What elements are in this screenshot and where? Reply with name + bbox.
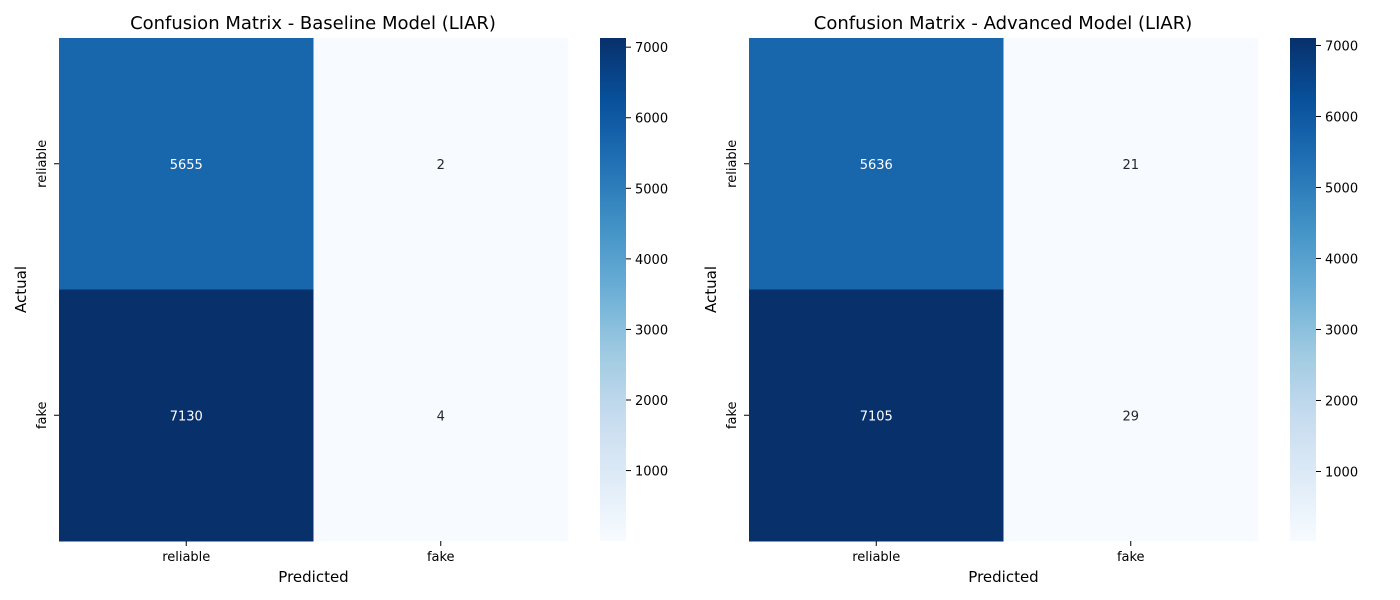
panel2-x-axis-label: Predicted [968,568,1038,586]
panel2-cell-fake-reliable [749,289,1004,542]
panel2-y-tick-label-reliable: reliable [725,140,740,188]
panel2-cell-fake-fake [1003,289,1259,542]
panel2-cell-reliable-reliable [749,38,1004,290]
panel1-y-tick-label-reliable: reliable [35,140,50,188]
panel2-cell-label-fake-reliable: 7105 [860,409,893,424]
panel1-colorbar-tick-label-6000: 6000 [635,112,668,127]
panel2-colorbar-tick-label-2000: 2000 [1325,394,1358,409]
panel1-title: Confusion Matrix - Baseline Model (LIAR) [130,13,496,34]
panel1-y-tick-label-fake: fake [35,401,50,429]
panel1-colorbar-tick-label-3000: 3000 [635,323,668,338]
panel2-colorbar-tick-label-1000: 1000 [1325,465,1358,480]
panel2-colorbar-tick-label-6000: 6000 [1325,110,1358,125]
panel1-y-axis-label: Actual [12,266,30,313]
panel1-colorbar-tick-label-1000: 1000 [635,465,668,480]
panel2-cell-label-fake-fake: 29 [1122,409,1139,424]
panel1-x-tick-label-reliable: reliable [162,550,210,565]
panel2-colorbar-tick-label-4000: 4000 [1325,252,1358,267]
panel1-cell-reliable-reliable [59,38,314,290]
panel1-cell-fake-fake [313,289,569,542]
panel1-cell-fake-reliable [59,289,314,542]
panel1-x-tick-label-fake: fake [427,550,455,565]
panel1-cell-label-fake-reliable: 7130 [170,409,203,424]
panel2-x-tick-label-reliable: reliable [852,550,900,565]
panel1-cell-label-reliable-fake: 2 [437,158,445,173]
panel2-colorbar-tick-label-3000: 3000 [1325,323,1358,338]
panel2-title: Confusion Matrix - Advanced Model (LIAR) [814,13,1192,34]
panel2-colorbar-tick-label-7000: 7000 [1325,39,1358,54]
panel1-x-axis-label: Predicted [278,568,348,586]
panel1-cell-label-fake-fake: 4 [437,409,445,424]
panel1-colorbar-tick-label-5000: 5000 [635,182,668,197]
panel1-colorbar-tick-label-4000: 4000 [635,253,668,268]
panel2-cell-reliable-fake [1003,38,1259,290]
panel2-x-tick-label-fake: fake [1117,550,1145,565]
panel2-colorbar [1290,38,1316,541]
panel2-colorbar-tick-label-5000: 5000 [1325,181,1358,196]
panel1-colorbar-tick-label-2000: 2000 [635,394,668,409]
panel1-cell-label-reliable-reliable: 5655 [170,158,203,173]
panel1-colorbar [600,38,626,541]
panel2-y-tick-label-fake: fake [725,401,740,429]
panel2-cell-label-reliable-fake: 21 [1122,158,1139,173]
panel2-cell-label-reliable-reliable: 5636 [860,158,893,173]
panel1-colorbar-tick-label-7000: 7000 [635,41,668,56]
panel1-cell-reliable-fake [313,38,569,290]
panel2-y-axis-label: Actual [702,266,720,313]
